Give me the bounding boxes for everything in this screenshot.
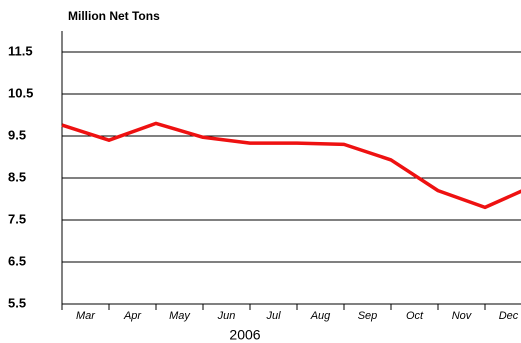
y-tick-label: 7.5 — [8, 211, 26, 226]
x-tick-label: Oct — [406, 310, 424, 322]
x-tick-label: Dec — [499, 310, 519, 322]
y-tick-label: 11.5 — [8, 43, 33, 58]
x-tick-label: Mar — [76, 310, 96, 322]
x-tick-label: Jun — [217, 310, 236, 322]
x-tick-label: Apr — [123, 310, 142, 322]
x-tick-label: Nov — [452, 310, 473, 322]
y-tick-label: 9.5 — [8, 127, 26, 142]
x-tick-label: Aug — [310, 310, 331, 322]
x-tick-label: Jul — [265, 310, 281, 322]
y-tick-label: 10.5 — [8, 85, 33, 100]
x-tick-label: Sep — [358, 310, 378, 322]
y-tick-label: 5.5 — [8, 295, 26, 310]
y-tick-label: 8.5 — [8, 169, 26, 184]
x-tick-label: May — [169, 310, 191, 322]
data-line — [61, 121, 521, 210]
y-tick-label: 6.5 — [8, 253, 26, 268]
chart-title: Million Net Tons — [68, 9, 160, 23]
x-axis-label: 2006 — [229, 327, 260, 343]
